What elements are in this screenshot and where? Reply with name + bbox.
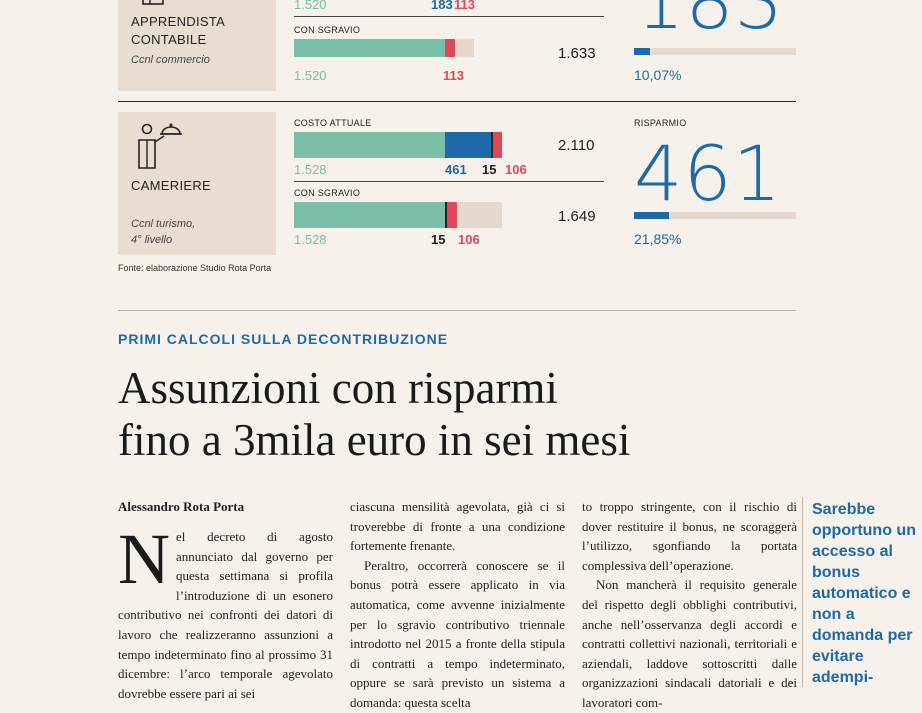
saving-fill — [634, 212, 669, 219]
row-divider — [118, 101, 796, 102]
saving-track — [634, 212, 796, 219]
value-base: 1.520 — [294, 0, 327, 12]
article-column-3: to troppo stringente, con il rischio di … — [582, 497, 797, 713]
bar-base — [294, 39, 445, 57]
saving-pct: 10,07% — [634, 67, 682, 83]
byline: Alessandro Rota Porta — [118, 499, 245, 514]
total-value: 1.649 — [558, 208, 596, 225]
saving-value: 461 — [634, 129, 783, 218]
value-dark: 15 — [431, 232, 446, 247]
bar-separator — [294, 16, 604, 17]
role-name: CAMERIERE — [131, 178, 211, 193]
dropcap: N — [118, 519, 170, 599]
costo-attuale-label: COSTO ATTUALE — [294, 118, 372, 128]
saving-fill — [634, 48, 650, 55]
bar-red — [447, 202, 457, 228]
con-sgravio-label: CON SGRAVIO — [294, 188, 361, 198]
total-value: 1.633 — [558, 45, 596, 62]
role-card-apprendista: APPRENDISTA CONTABILE Ccnl commercio — [118, 0, 276, 91]
pull-quote: Sarebbe opportuno un accesso al bonus au… — [812, 501, 916, 686]
headline-line2: fino a 3mila euro in sei mesi — [118, 415, 631, 465]
value-red: 113 — [454, 0, 475, 12]
bar-red — [445, 39, 455, 57]
saving-track — [634, 48, 796, 55]
bar-base — [294, 202, 445, 228]
value-red: 113 — [443, 68, 464, 83]
bar-separator — [294, 181, 604, 182]
briefcase-icon — [142, 0, 164, 5]
value-dark: 15 — [482, 162, 497, 177]
value-base: 1.528 — [294, 232, 327, 247]
value-base: 1.528 — [294, 162, 327, 177]
role-name: APPRENDISTA CONTABILE — [131, 14, 226, 47]
saving-value: 183 — [636, 0, 785, 46]
risparmio-label: RISPARMIO — [634, 118, 687, 128]
col2-paragraph: ciascuna mensilità agevolata, già ci si … — [350, 499, 565, 554]
value-base: 1.520 — [294, 68, 327, 83]
col2-paragraph: Peraltro, occorrerà conoscere se il bonu… — [350, 557, 565, 710]
article-column-1: N el decreto di agosto annunciato dal go… — [118, 519, 333, 703]
bar-blue — [445, 132, 491, 158]
value-blue: 183 — [431, 0, 453, 12]
saving-pct: 21,85% — [634, 231, 682, 247]
bar-red — [493, 132, 502, 158]
role-ccnl: Ccnl turismo, 4° livello — [131, 218, 196, 246]
headline-line1: Assunzioni con risparmi — [118, 363, 558, 413]
headline: Assunzioni con risparmi fino a 3mila eur… — [118, 362, 818, 466]
bar-base — [294, 132, 445, 158]
role-ccnl: Ccnl commercio — [131, 54, 210, 66]
bar-dark — [445, 202, 447, 228]
bar-dark — [491, 132, 493, 158]
article-column-2: ciascuna mensilità agevolata, già ci si … — [350, 497, 565, 713]
source-note: Fonte: elaborazione Studio Rota Porta — [118, 263, 272, 273]
pull-divider — [802, 497, 803, 687]
con-sgravio-label: CON SGRAVIO — [294, 25, 361, 35]
col3-paragraph: Non mancherà il requisito generale del r… — [582, 577, 797, 710]
value-red: 106 — [505, 162, 527, 177]
kicker: PRIMI CALCOLI SULLA DECONTRIBUZIONE — [118, 331, 449, 347]
value-blue: 461 — [445, 162, 467, 177]
section-divider — [118, 310, 796, 311]
role-card-cameriere: CAMERIERE Ccnl turismo, 4° livello — [118, 112, 276, 255]
col3-paragraph: to troppo stringente, con il rischio di … — [582, 499, 797, 573]
value-red: 106 — [458, 232, 480, 247]
total-value: 2.110 — [558, 137, 595, 154]
waiter-icon — [138, 123, 182, 169]
